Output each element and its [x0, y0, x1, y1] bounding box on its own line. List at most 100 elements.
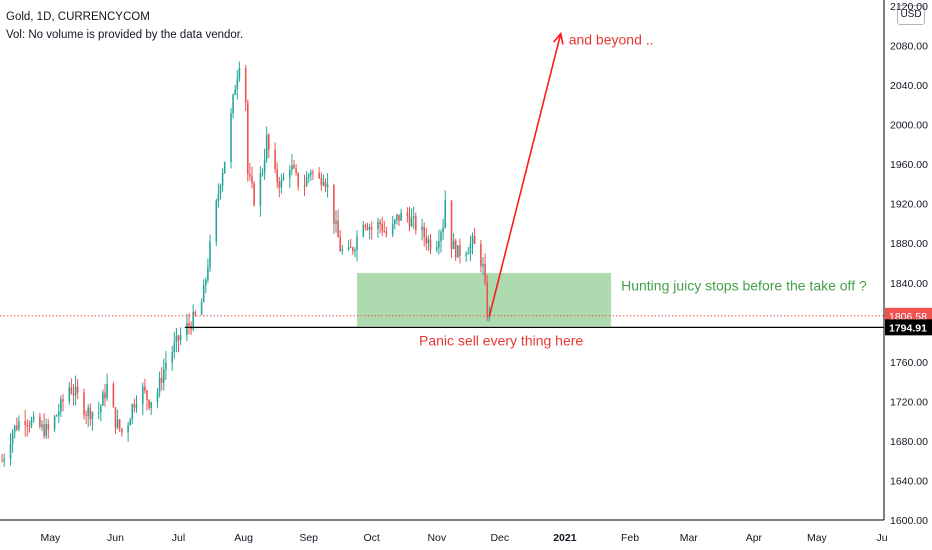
candle-body — [45, 424, 47, 437]
candle-body — [394, 219, 396, 224]
candle-body — [97, 411, 100, 413]
candle-body — [406, 212, 409, 217]
candle-body — [364, 225, 367, 227]
candle-body — [18, 421, 20, 430]
candle-body — [158, 377, 161, 393]
candle-body — [253, 183, 255, 206]
candle-body — [165, 362, 167, 370]
candle-body — [337, 220, 339, 238]
candle-body — [26, 424, 29, 426]
candle-body — [91, 412, 94, 420]
candle-body — [118, 419, 121, 429]
candle-body — [16, 425, 18, 430]
candle-body — [87, 407, 89, 416]
candle-body — [74, 386, 77, 396]
candle-body — [486, 282, 488, 318]
candle-body — [179, 335, 182, 341]
candle-body — [341, 249, 344, 252]
currency-badge[interactable]: USD — [897, 5, 925, 25]
candle-body — [368, 227, 371, 230]
candle-body — [265, 134, 268, 160]
candle-body — [459, 245, 461, 257]
time-tick-label: 2021 — [553, 532, 577, 544]
candle-body — [356, 236, 358, 251]
price-tick-label: 2120.00 — [890, 1, 928, 13]
candle-body — [236, 78, 239, 90]
candle-body — [205, 279, 207, 286]
time-tick-label: Ju — [876, 532, 887, 544]
candle-body — [102, 392, 104, 406]
candle-body — [454, 240, 457, 258]
candle-body — [467, 252, 470, 255]
candle-body — [13, 425, 16, 433]
candle-body — [480, 243, 482, 267]
candle-body — [76, 386, 79, 393]
time-tick-label: May — [807, 532, 828, 544]
candle-body — [70, 387, 73, 394]
candle-body — [104, 392, 106, 399]
lines-layer — [0, 31, 884, 328]
price-tick-label: 1680.00 — [890, 436, 928, 448]
candle-body — [127, 425, 129, 433]
candle-body — [457, 245, 459, 258]
panic-annotation-text: Panic sell every thing here — [419, 332, 583, 348]
candle-body — [114, 407, 117, 428]
candle-body — [400, 212, 402, 221]
candle-body — [100, 405, 102, 412]
time-tick-label: Oct — [364, 532, 380, 544]
candle-body — [370, 227, 373, 230]
symbol-title[interactable]: Gold, 1D, CURRENCYCOM — [6, 11, 150, 23]
price-tick-label: 1760.00 — [890, 357, 928, 369]
candle-body — [186, 323, 188, 336]
candle-body — [291, 165, 293, 170]
candle-body — [261, 172, 264, 174]
candle-body — [135, 404, 138, 408]
candle-body — [471, 236, 474, 244]
candle-body — [175, 335, 178, 343]
candle-body — [221, 173, 224, 186]
candle-body — [249, 174, 251, 177]
candle-body — [32, 416, 35, 421]
candle-body — [425, 237, 428, 244]
candle-body — [366, 226, 369, 230]
candle-body — [106, 384, 108, 399]
candle-body — [160, 377, 163, 383]
candle-body — [30, 420, 33, 427]
candle-body — [188, 323, 190, 326]
candle-body — [473, 236, 476, 244]
candle-body — [436, 247, 438, 250]
candle-body — [452, 240, 455, 250]
arrow-annotation-text: and beyond .. — [569, 32, 654, 48]
candle-body — [177, 335, 180, 341]
time-tick-label: Nov — [427, 532, 446, 544]
candle-body — [133, 404, 136, 408]
candle-body — [427, 239, 430, 244]
candle-body — [28, 425, 31, 427]
candle-body — [244, 67, 247, 103]
candle-body — [383, 231, 386, 233]
candle-body — [484, 263, 486, 283]
candle-body — [410, 217, 413, 227]
candle-body — [293, 165, 295, 169]
price-tick-label: 1720.00 — [890, 396, 928, 408]
time-tick-label: Feb — [621, 532, 639, 544]
candle-body — [415, 216, 417, 231]
candle-body — [116, 419, 119, 428]
stop-hunt-zone — [357, 272, 612, 327]
price-tick-label: 2040.00 — [890, 80, 928, 92]
candle-body — [488, 315, 491, 318]
candle-body — [148, 399, 150, 408]
candle-body — [352, 247, 354, 251]
time-tick-label: Dec — [490, 532, 509, 544]
candle-body — [194, 312, 197, 315]
candle-body — [385, 231, 388, 235]
candle-body — [295, 168, 297, 173]
candle-body — [289, 169, 291, 178]
candle-body — [209, 241, 211, 268]
candle-body — [444, 200, 446, 228]
candle-body — [58, 411, 60, 416]
candle-body — [398, 214, 400, 221]
candle-body — [440, 232, 442, 242]
